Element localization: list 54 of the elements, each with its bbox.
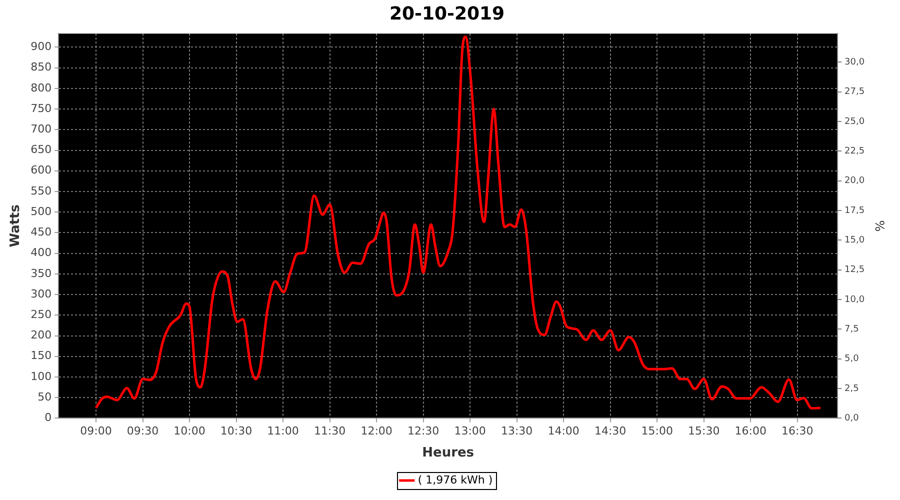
x-tick-label: 13:00	[454, 424, 486, 438]
y2-tick-label: 20,0	[844, 176, 865, 186]
y2-tick-label: 15,0	[844, 235, 865, 246]
y2-axis-title: %	[872, 220, 887, 232]
y-tick-label: 50	[38, 390, 52, 404]
y2-tick-label: 25,0	[844, 116, 865, 127]
x-tick-label: 10:00	[174, 424, 206, 438]
y2-tick-label: 17,5	[844, 206, 865, 216]
y2-tick-label: 27,5	[844, 87, 865, 98]
y2-tick-label: 5,0	[844, 354, 860, 364]
y-tick-label: 250	[30, 308, 52, 322]
y-tick-label: 150	[30, 349, 52, 362]
x-tick-label: 15:30	[688, 424, 720, 438]
x-tick-label: 16:00	[734, 424, 766, 438]
y2-tick-label: 2,5	[844, 384, 859, 394]
x-axis-title: Heures	[422, 446, 474, 461]
y-tick-label: 800	[30, 81, 52, 94]
x-tick-label: 12:00	[360, 424, 392, 438]
y-tick-label: 750	[30, 102, 52, 115]
y-tick-label: 900	[30, 40, 52, 54]
chart-title: 20-10-2019	[389, 3, 505, 24]
y2-tick-label: 10,0	[844, 294, 865, 305]
legend-label: ( 1,976 kWh )	[418, 473, 493, 486]
y-tick-label: 0	[44, 411, 52, 424]
y-tick-label: 500	[30, 204, 52, 218]
y2-tick-label: 7,5	[844, 324, 859, 335]
x-tick-label: 14:00	[548, 424, 580, 438]
x-tick-label: 11:00	[267, 424, 299, 438]
x-tick-label: 10:30	[220, 424, 252, 438]
y2-tick-label: 22,5	[844, 146, 865, 156]
x-tick-label: 09:30	[126, 424, 159, 438]
y-tick-label: 200	[30, 328, 52, 342]
y-tick-label: 600	[30, 164, 52, 177]
x-tick-label: 12:30	[407, 424, 440, 438]
x-tick-label: 14:30	[594, 424, 626, 438]
y-tick-label: 850	[30, 60, 52, 74]
y-tick-label: 100	[30, 370, 52, 383]
x-tick-label: 16:30	[782, 424, 814, 438]
x-tick-label: 11:30	[314, 424, 346, 438]
y-tick-label: 350	[30, 266, 52, 280]
line-series	[94, 36, 822, 410]
y-axis-title: Watts	[8, 204, 24, 248]
y2-tick-label: 30,0	[844, 57, 865, 68]
y-tick-label: 650	[30, 143, 52, 156]
y2-tick-label: 0,0	[844, 414, 860, 424]
y-tick-label: 450	[30, 226, 52, 239]
y-tick-label: 550	[30, 184, 52, 198]
x-tick-label: 09:00	[80, 424, 112, 438]
y-tick-label: 400	[30, 246, 52, 260]
y-tick-label: 700	[30, 122, 52, 136]
x-tick-label: 15:00	[641, 424, 673, 438]
y-tick-label: 300	[30, 287, 52, 300]
x-tick-label: 13:30	[500, 424, 533, 438]
y2-tick-label: 12,5	[844, 265, 865, 276]
